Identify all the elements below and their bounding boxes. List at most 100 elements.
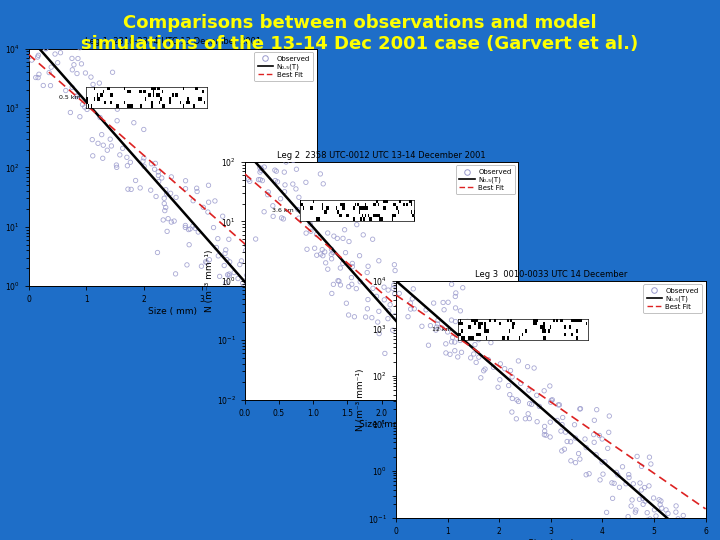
Point	[555, 427, 567, 435]
Point	[413, 337, 425, 346]
Point	[326, 289, 338, 298]
Point	[387, 326, 398, 335]
Point	[279, 187, 290, 196]
Point	[149, 165, 161, 173]
Point	[599, 457, 611, 466]
Y-axis label: N (m⁻³ mm⁻¹): N (m⁻³ mm⁻¹)	[205, 249, 214, 312]
Point	[300, 229, 312, 238]
Point	[97, 86, 109, 95]
Point	[670, 502, 682, 510]
Point	[480, 364, 491, 373]
Point	[451, 389, 463, 397]
Point	[450, 303, 462, 312]
Point	[55, 31, 66, 40]
Point	[305, 220, 316, 228]
Point	[30, 73, 42, 82]
Point	[77, 100, 89, 109]
Point	[630, 506, 642, 515]
Point	[540, 431, 552, 440]
Point	[504, 390, 516, 399]
Point	[159, 206, 171, 215]
Point	[434, 407, 446, 415]
Point	[268, 275, 279, 284]
Point	[634, 495, 645, 504]
Point	[309, 244, 320, 253]
Point	[203, 181, 215, 190]
Point	[153, 167, 164, 176]
Point	[594, 476, 606, 484]
Point	[544, 418, 556, 427]
Point	[490, 409, 502, 418]
Point	[320, 259, 331, 267]
Point	[328, 232, 340, 240]
Point	[449, 338, 461, 347]
Point	[644, 515, 656, 523]
Point	[160, 203, 171, 212]
Point	[318, 179, 329, 188]
Point	[208, 223, 220, 232]
Point	[244, 177, 256, 186]
Point	[425, 315, 436, 324]
Point	[468, 350, 480, 359]
Point	[583, 469, 595, 478]
Text: 12 km: 12 km	[432, 327, 451, 332]
Point	[451, 362, 463, 371]
Point	[394, 266, 405, 274]
Point	[228, 268, 240, 277]
Point	[467, 404, 478, 413]
Point	[446, 338, 457, 346]
Point	[254, 164, 266, 172]
Point	[361, 305, 373, 313]
Point	[628, 480, 639, 488]
Point	[223, 272, 235, 280]
Point	[214, 272, 225, 281]
Point	[393, 289, 405, 298]
Point	[432, 320, 444, 328]
Point	[256, 164, 267, 173]
Point	[446, 316, 457, 325]
Point	[351, 285, 362, 293]
Point	[275, 194, 287, 203]
Point	[379, 295, 390, 304]
Point	[220, 246, 232, 254]
Point	[611, 468, 622, 477]
Point	[557, 413, 569, 422]
Point	[544, 382, 556, 390]
Point	[161, 227, 173, 235]
Point	[473, 353, 485, 361]
Point	[315, 170, 326, 178]
Point	[76, 59, 87, 68]
Point	[431, 323, 442, 332]
Point	[245, 265, 256, 274]
Point	[104, 135, 116, 144]
Point	[74, 112, 86, 121]
Point	[608, 479, 620, 488]
Point	[32, 73, 44, 82]
Point	[68, 60, 80, 69]
Point	[523, 409, 534, 418]
Point	[138, 153, 150, 162]
Point	[642, 508, 653, 517]
Point	[229, 286, 240, 295]
Point	[408, 285, 419, 293]
Point	[513, 356, 524, 365]
Point	[442, 328, 454, 336]
Point	[449, 292, 461, 301]
Point	[271, 167, 282, 176]
Point	[241, 271, 253, 280]
Point	[506, 373, 518, 381]
Point	[218, 261, 230, 270]
Point	[343, 310, 354, 319]
Point	[507, 394, 518, 403]
Point	[257, 301, 269, 310]
Point	[340, 248, 351, 257]
Point	[43, 68, 55, 77]
Point	[602, 444, 613, 453]
Point	[121, 153, 132, 161]
Point	[433, 400, 445, 408]
Point	[636, 485, 647, 494]
Point	[620, 480, 631, 488]
Point	[463, 361, 474, 370]
Point	[240, 276, 251, 285]
Point	[351, 220, 363, 229]
